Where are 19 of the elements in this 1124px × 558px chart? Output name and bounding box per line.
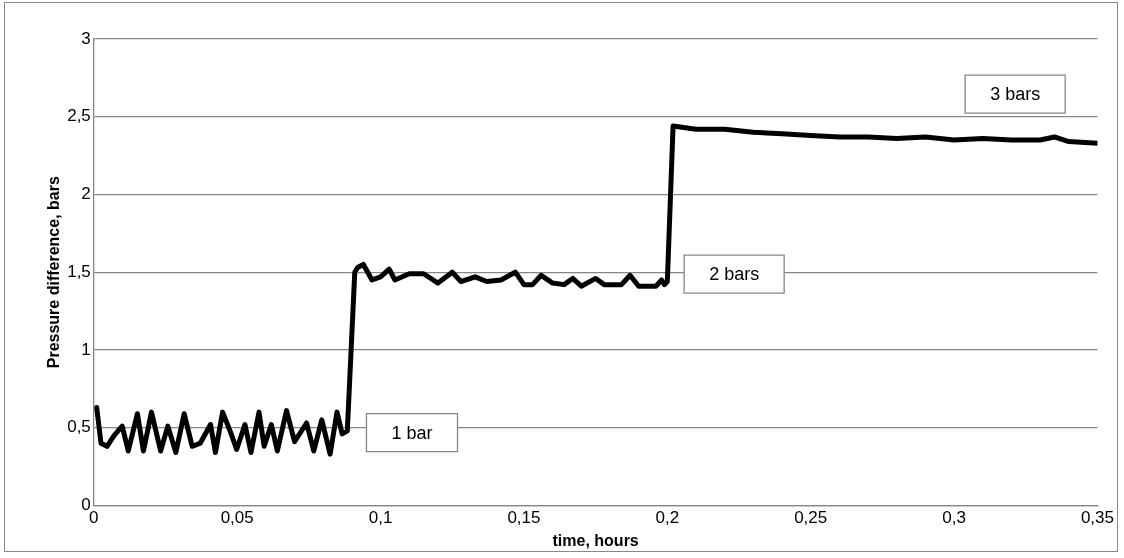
x-tick-label: 0,25: [794, 508, 828, 528]
x-tick-label: 0,1: [368, 508, 393, 528]
x-tick-label: 0,35: [1080, 508, 1114, 528]
x-tick-label: 0,3: [942, 508, 966, 528]
annotation: 2 bars: [709, 264, 760, 285]
y-tick-label: 1: [81, 339, 91, 359]
y-axis-title: Pressure difference, bars: [45, 176, 63, 369]
x-tick-label: 0,05: [220, 508, 254, 528]
y-tick-label: 3: [81, 28, 91, 48]
y-tick-label: 1,5: [67, 261, 91, 281]
y-tick-label: 2: [81, 184, 91, 204]
annotation: 3 bars: [990, 84, 1041, 104]
y-tick-label: 2,5: [67, 106, 91, 126]
x-tick-label: 0,2: [655, 508, 680, 528]
x-tick-label: 0,15: [507, 508, 541, 528]
annotation: 1 bar: [391, 422, 433, 443]
y-tick-label: 0,5: [67, 417, 91, 437]
x-axis-title: time, hours: [552, 531, 639, 549]
y-tick-label: 0: [81, 495, 91, 515]
